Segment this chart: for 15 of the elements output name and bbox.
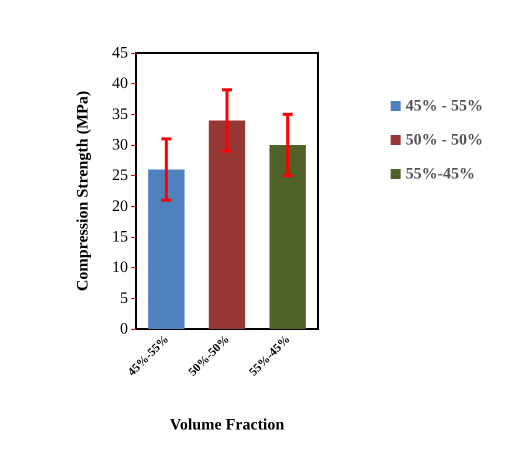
y-tick-label: 5 xyxy=(120,290,128,307)
y-tick-label: 20 xyxy=(112,198,128,215)
y-tick-label: 40 xyxy=(112,75,128,92)
y-tick-label: 15 xyxy=(112,228,128,246)
y-axis-title: Compression Strength (MPa) xyxy=(74,90,92,292)
y-tick-label: 30 xyxy=(112,136,128,154)
legend-label: 50% - 50% xyxy=(406,132,483,148)
legend-label: 45% - 55% xyxy=(406,98,483,114)
y-tick-label: 35 xyxy=(112,106,128,123)
x-axis-title: Volume Fraction xyxy=(170,416,284,434)
y-tick-label: 25 xyxy=(112,167,128,184)
y-tick-label: 10 xyxy=(112,259,128,276)
legend-label: 55%-45% xyxy=(406,166,475,182)
y-tick-label: 0 xyxy=(120,320,128,338)
y-tick-label: 45 xyxy=(112,44,128,62)
